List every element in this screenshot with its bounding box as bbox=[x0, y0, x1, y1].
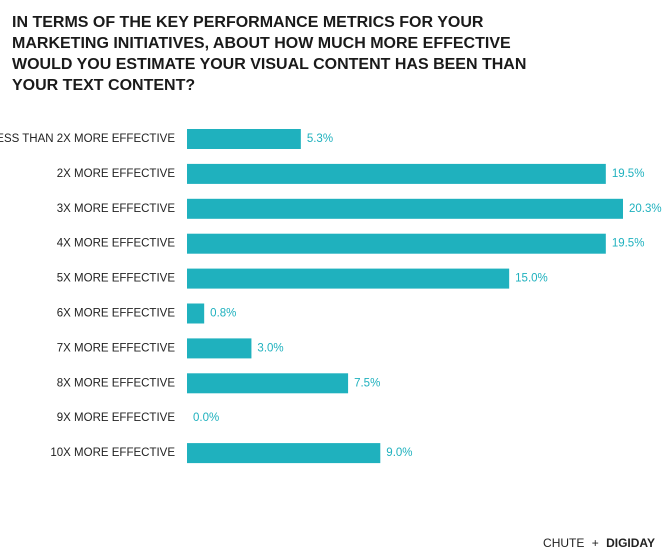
bar bbox=[187, 129, 301, 149]
bar bbox=[187, 303, 205, 324]
category-label: LESS THAN 2X MORE EFFECTIVE bbox=[0, 133, 175, 145]
bar bbox=[187, 233, 606, 254]
footer-brand: DIGIDAY bbox=[606, 536, 655, 550]
footer-plus: + bbox=[591, 536, 599, 550]
value-label: 19.5% bbox=[612, 238, 645, 250]
value-label: 0.0% bbox=[193, 412, 219, 424]
bar bbox=[187, 163, 606, 184]
value-label: 9.0% bbox=[386, 447, 412, 459]
category-label: 2X MORE EFFECTIVE bbox=[57, 168, 176, 180]
category-label: 6X MORE EFFECTIVE bbox=[57, 308, 176, 320]
chart-title: IN TERMS OF THE KEY PERFORMANCE METRICS … bbox=[12, 14, 527, 94]
bar bbox=[187, 268, 510, 289]
bar bbox=[187, 443, 381, 464]
footer: CHUTE + DIGIDAY bbox=[539, 536, 655, 550]
value-label: 7.5% bbox=[354, 377, 380, 389]
category-label: 4X MORE EFFECTIVE bbox=[57, 238, 176, 250]
category-label: 7X MORE EFFECTIVE bbox=[57, 342, 176, 354]
value-label: 0.8% bbox=[210, 308, 236, 320]
footer-brand: CHUTE bbox=[543, 536, 585, 550]
value-label: 15.0% bbox=[515, 273, 548, 285]
value-label: 19.5% bbox=[612, 168, 645, 180]
category-label: 8X MORE EFFECTIVE bbox=[57, 377, 176, 389]
bar bbox=[187, 338, 252, 359]
bar bbox=[187, 373, 349, 394]
value-label: 3.0% bbox=[257, 342, 283, 354]
category-label: 3X MORE EFFECTIVE bbox=[57, 203, 176, 215]
value-label: 20.3% bbox=[629, 203, 662, 215]
category-label: 9X MORE EFFECTIVE bbox=[57, 412, 176, 424]
value-label: 5.3% bbox=[307, 133, 333, 145]
category-label: 10X MORE EFFECTIVE bbox=[50, 447, 175, 459]
bar bbox=[187, 198, 623, 219]
category-label: 5X MORE EFFECTIVE bbox=[57, 273, 176, 285]
